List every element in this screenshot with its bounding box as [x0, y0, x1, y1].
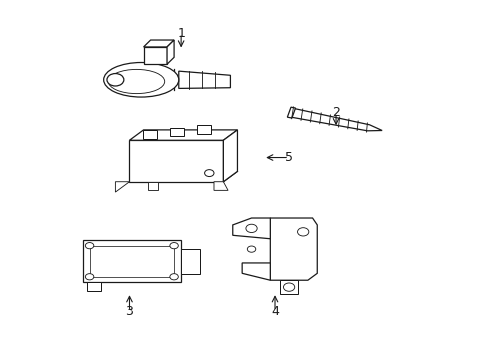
- Circle shape: [204, 170, 214, 176]
- Circle shape: [169, 243, 178, 249]
- Circle shape: [247, 246, 255, 252]
- Polygon shape: [115, 182, 129, 192]
- Polygon shape: [223, 130, 237, 182]
- Polygon shape: [179, 71, 230, 89]
- Polygon shape: [270, 218, 317, 280]
- Polygon shape: [181, 249, 200, 274]
- Polygon shape: [289, 108, 381, 131]
- Polygon shape: [148, 182, 157, 190]
- Polygon shape: [82, 240, 181, 282]
- Text: 3: 3: [125, 305, 133, 318]
- Circle shape: [297, 228, 308, 236]
- Polygon shape: [143, 47, 167, 64]
- Text: 4: 4: [270, 305, 278, 318]
- Polygon shape: [167, 40, 174, 64]
- Polygon shape: [197, 125, 211, 134]
- Polygon shape: [129, 130, 237, 140]
- Polygon shape: [142, 130, 157, 139]
- Polygon shape: [143, 40, 174, 47]
- Polygon shape: [232, 218, 270, 239]
- Ellipse shape: [103, 63, 179, 97]
- Circle shape: [169, 274, 178, 280]
- Circle shape: [245, 224, 257, 233]
- Circle shape: [85, 274, 94, 280]
- Polygon shape: [242, 263, 270, 280]
- Text: 1: 1: [177, 27, 184, 40]
- Polygon shape: [287, 107, 295, 118]
- Circle shape: [107, 73, 123, 86]
- Polygon shape: [170, 128, 183, 136]
- Polygon shape: [89, 246, 174, 277]
- Polygon shape: [87, 282, 101, 291]
- Text: 2: 2: [331, 106, 339, 119]
- Polygon shape: [129, 140, 223, 182]
- Polygon shape: [214, 182, 227, 190]
- Text: 5: 5: [285, 151, 292, 164]
- Circle shape: [283, 283, 294, 291]
- Circle shape: [85, 243, 94, 249]
- Polygon shape: [279, 280, 298, 294]
